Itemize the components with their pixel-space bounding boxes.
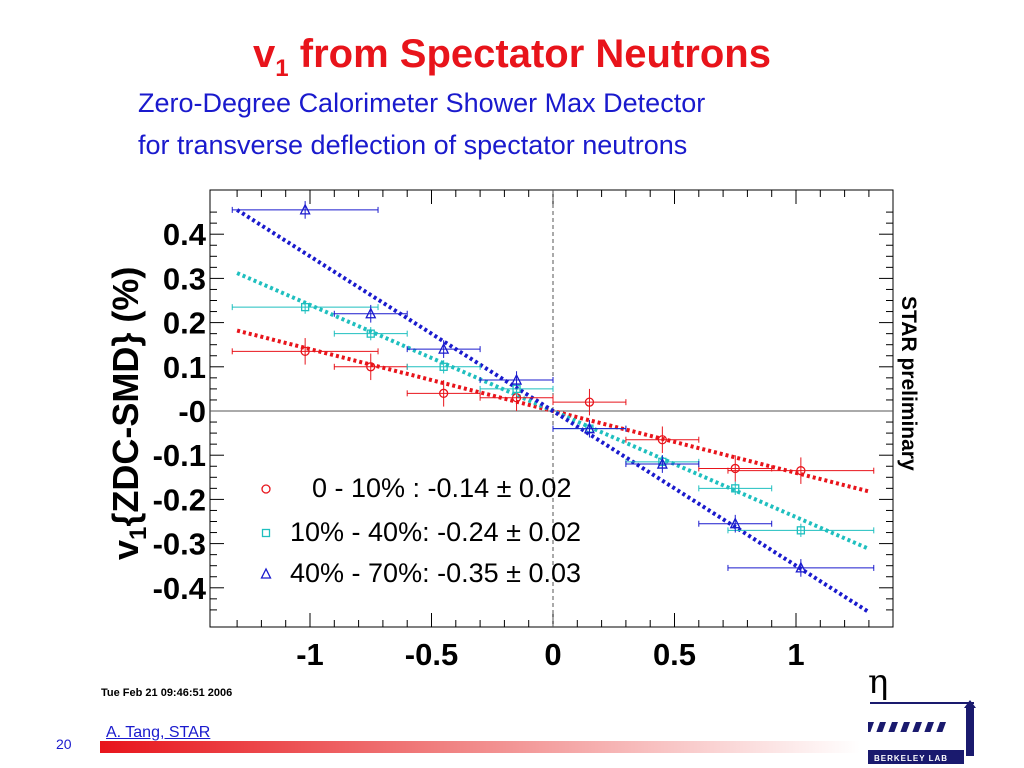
title-rest: from Spectator Neutrons (288, 32, 771, 76)
title-v: v (253, 32, 276, 76)
data-marker (261, 484, 271, 494)
timestamp: Tue Feb 21 09:46:51 2006 (101, 687, 233, 699)
x-tick-label: 0 (544, 637, 561, 672)
logo-text: BERKELEY LAB (874, 754, 948, 763)
data-marker (657, 435, 667, 445)
title-subscript: 1 (275, 55, 289, 82)
y-axis-title-v: v (105, 540, 146, 560)
data-marker (300, 302, 310, 312)
y-tick-label: 0.4 (163, 217, 207, 252)
star-preliminary-watermark: STAR preliminary (897, 296, 920, 471)
data-marker (438, 342, 450, 354)
data-marker (438, 388, 449, 398)
subtitle-line-1: Zero-Degree Calorimeter Shower Max Detec… (138, 88, 706, 118)
y-tick-label: 0.2 (163, 306, 206, 341)
axis-ticks (210, 190, 893, 627)
y-tick-label: -0.3 (153, 527, 206, 562)
data-marker (366, 329, 375, 338)
footer-bar (100, 741, 860, 753)
data-marker (731, 484, 740, 493)
data-marker (583, 422, 596, 434)
data-marker (300, 346, 310, 356)
data-marker (584, 397, 595, 407)
legend-entry: 40% - 70%: -0.35 ± 0.03 (290, 558, 581, 588)
data-marker (299, 203, 311, 215)
data-marker (656, 457, 668, 469)
subtitle-line-2: for transverse deflection of spectator n… (138, 130, 688, 160)
y-tick-label: -0 (178, 394, 206, 429)
plot-frame (209, 189, 894, 628)
data-marker (439, 362, 448, 371)
y-tick-label: 0.1 (163, 350, 206, 385)
data-marker (796, 526, 806, 535)
fit-lines (236, 208, 870, 614)
slide-title: v1 from Spectator Neutrons (0, 30, 1024, 84)
x-tick-label: 1 (787, 637, 804, 672)
x-axis-title: η (868, 662, 888, 702)
y-tick-labels: 0.4 0.3 0.2 0.1 -0 -0.1 -0.2 -0.3 -0.4 (153, 217, 207, 606)
y-axis-title-sub: 1 (125, 527, 152, 540)
data-marker (729, 517, 741, 529)
data-marker (366, 362, 376, 372)
data-marker (260, 567, 272, 579)
y-tick-label: -0.1 (153, 438, 206, 473)
legend-entry: 0 - 10% : -0.14 ± 0.02 (312, 473, 571, 503)
author-credit: A. Tang, STAR (106, 724, 210, 742)
y-tick-label: -0.4 (153, 571, 207, 606)
data-points (231, 201, 875, 577)
legend-entry: 10% - 40%: -0.24 ± 0.02 (290, 517, 581, 547)
y-axis-title-rest: {ZDC-SMD} (%) (105, 267, 146, 527)
x-tick-label: -1 (296, 637, 324, 672)
berkeley-lab-logo: BERKELEY LAB (868, 700, 976, 764)
data-marker (796, 466, 806, 476)
x-tick-label: 0.5 (653, 637, 696, 672)
y-axis-title: v1{ZDC-SMD} (%) (105, 267, 152, 560)
legend: 0 - 10% : -0.14 ± 0.02 10% - 40%: -0.24 ±… (260, 473, 581, 588)
data-marker (365, 307, 377, 319)
data-marker (510, 373, 523, 385)
fit-line (236, 208, 870, 614)
x-tick-label: -0.5 (405, 637, 458, 672)
data-marker (261, 528, 271, 538)
page-number: 20 (56, 736, 72, 752)
y-tick-label: 0.3 (163, 261, 206, 296)
y-tick-label: -0.2 (153, 482, 206, 517)
author-link[interactable]: A. Tang, STAR (106, 724, 211, 741)
data-marker (730, 463, 740, 474)
data-marker (795, 561, 807, 573)
x-tick-labels: -1 -0.5 0 0.5 1 (296, 637, 804, 672)
